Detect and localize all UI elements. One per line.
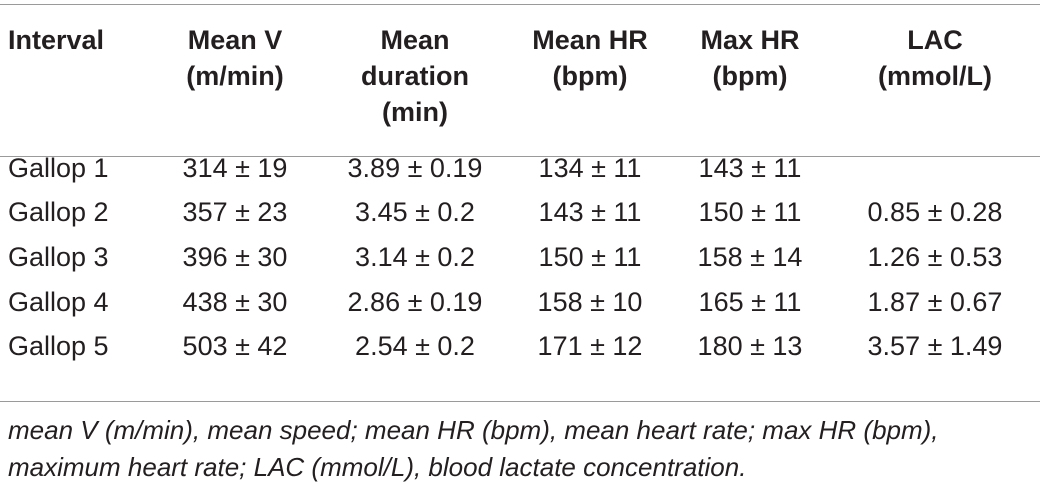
column-header-line: Max HR (700, 25, 800, 55)
data-table: Interval Mean V (m/min) Mean duration (m… (0, 0, 1040, 369)
column-header-line: (m/min) (186, 61, 284, 91)
table-cell: 158 ± 10 (537, 286, 643, 317)
column-header: Mean duration (min) (320, 0, 510, 134)
column-header-line: Mean HR (532, 25, 648, 55)
table-cell: Gallop 3 (8, 241, 109, 272)
table-cell: 158 ± 14 (697, 241, 803, 272)
table-row: Gallop 4 438 ± 30 2.86 ± 0.19 158 ± 10 1… (0, 280, 1040, 325)
column-header-line: Mean V (187, 25, 283, 55)
table-cell: 150 ± 11 (698, 197, 802, 228)
table-cell: 1.87 ± 0.67 (867, 286, 1003, 317)
table-cell: 3.57 ± 1.49 (867, 331, 1003, 362)
column-header-line: LAC (907, 25, 963, 55)
table-cell: 357 ± 23 (182, 197, 288, 228)
column-header-line: (min) (382, 97, 448, 127)
table-cell: 143 ± 11 (538, 197, 642, 228)
table-cell: 150 ± 11 (538, 241, 642, 272)
table-cell: 2.54 ± 0.2 (355, 331, 475, 362)
table-cell: 1.26 ± 0.53 (867, 241, 1003, 272)
table-row: Gallop 3 396 ± 30 3.14 ± 0.2 150 ± 11 15… (0, 235, 1040, 280)
table-cell: 314 ± 19 (182, 152, 288, 183)
table-row: Gallop 5 503 ± 42 2.54 ± 0.2 171 ± 12 18… (0, 324, 1040, 369)
table-cell: 3.14 ± 0.2 (355, 241, 475, 272)
table-cell: 143 ± 11 (698, 152, 802, 183)
column-header: Max HR (bpm) (670, 0, 830, 134)
column-header-line: (bpm) (552, 61, 628, 91)
column-header: Mean V (m/min) (150, 0, 320, 134)
column-header: Interval (0, 0, 150, 134)
column-header-line: Interval (8, 25, 105, 55)
column-header-line: Mean (380, 25, 450, 55)
table-cell: 3.89 ± 0.19 (347, 152, 483, 183)
table-cell: 3.45 ± 0.2 (355, 197, 475, 228)
table-bottom-rule (0, 401, 1040, 402)
table-header-rule (0, 156, 1040, 157)
table-cell: 0.85 ± 0.28 (867, 197, 1003, 228)
table-row: Gallop 2 357 ± 23 3.45 ± 0.2 143 ± 11 15… (0, 191, 1040, 236)
table-cell: 134 ± 11 (538, 152, 642, 183)
table-cell (830, 134, 1040, 191)
table-footnote: mean V (m/min), mean speed; mean HR (bpm… (8, 415, 939, 482)
table-cell: 438 ± 30 (182, 286, 288, 317)
table-cell: Gallop 5 (8, 331, 109, 362)
table-cell: Gallop 2 (8, 197, 109, 228)
table-cell: Gallop 4 (8, 286, 109, 317)
table-cell: 396 ± 30 (182, 241, 288, 272)
column-header-line: duration (361, 61, 469, 91)
header-row: Interval Mean V (m/min) Mean duration (m… (0, 0, 1040, 134)
column-header: Mean HR (bpm) (510, 0, 670, 134)
table-top-rule (0, 4, 1040, 5)
table-cell: 165 ± 11 (698, 286, 802, 317)
column-header-line: (bpm) (712, 61, 788, 91)
column-header-line: (mmol/L) (878, 61, 992, 91)
column-header: LAC (mmol/L) (830, 0, 1040, 134)
table-cell: 180 ± 13 (697, 331, 803, 362)
table-cell: 171 ± 12 (537, 331, 643, 362)
table-cell: 503 ± 42 (182, 331, 288, 362)
table-cell: 2.86 ± 0.19 (347, 286, 483, 317)
table-row: Gallop 1 314 ± 19 3.89 ± 0.19 134 ± 11 1… (0, 134, 1040, 191)
table-cell: Gallop 1 (8, 152, 109, 183)
